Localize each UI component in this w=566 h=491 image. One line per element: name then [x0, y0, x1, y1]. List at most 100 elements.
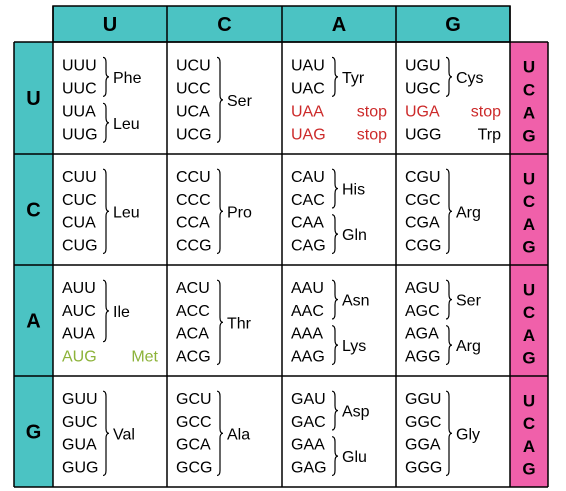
- third-position-letter: C: [523, 81, 535, 100]
- codon: GUC: [62, 414, 98, 431]
- codon-cell: ACU ACC ACA ACG Thr: [176, 279, 252, 366]
- start-label: Met: [131, 348, 158, 365]
- codon: UGU: [405, 57, 441, 74]
- stop-label: stop: [471, 103, 501, 120]
- amino-acid-label: Val: [113, 426, 135, 443]
- codon: AAA: [291, 326, 323, 343]
- codon-cell: AAU AAC AAA AAG Asn Lys: [291, 279, 370, 366]
- first-position-header: A: [26, 311, 40, 333]
- codon: GGG: [405, 459, 442, 476]
- codon: AGG: [405, 348, 441, 365]
- codon: CCU: [176, 169, 211, 186]
- amino-acid-label: Pro: [227, 204, 252, 221]
- codon: GCG: [176, 459, 212, 476]
- codon: CGU: [405, 169, 441, 186]
- brace: [331, 214, 339, 255]
- codon: UAA: [291, 103, 324, 120]
- amino-acid-label: Gln: [342, 227, 367, 244]
- brace: [331, 325, 339, 366]
- codon-cell: GUU GUC GUA GUG Val: [62, 390, 135, 477]
- codon: AUG: [62, 348, 97, 365]
- brace: [445, 168, 453, 255]
- third-position-letter: C: [523, 414, 535, 433]
- amino-acid-label: Tyr: [342, 70, 365, 87]
- second-position-header: G: [445, 14, 461, 36]
- codon: CAC: [291, 192, 325, 209]
- codon: CUC: [62, 192, 97, 209]
- amino-acid-label: Gly: [456, 426, 480, 443]
- codon: AGA: [405, 326, 439, 343]
- codon-cell: UCU UCC UCA UCG Ser: [176, 56, 253, 143]
- codon: GCU: [176, 391, 212, 408]
- codon-cell: GCU GCC GCA GCG Ala: [176, 390, 250, 477]
- third-position-letter: G: [522, 460, 535, 479]
- codon: GCC: [176, 414, 212, 431]
- amino-acid-label: Leu: [113, 116, 140, 133]
- third-position-letter: G: [522, 349, 535, 368]
- codon: GGC: [405, 414, 441, 431]
- third-position-letter: G: [522, 127, 535, 146]
- codon: CGC: [405, 192, 441, 209]
- codon: AGU: [405, 280, 440, 297]
- third-position-letter: U: [523, 391, 535, 410]
- brace: [216, 168, 224, 255]
- codon: UAC: [291, 80, 325, 97]
- third-position-letter: A: [523, 437, 535, 456]
- codon: UCC: [176, 80, 211, 97]
- codon: AUU: [62, 280, 96, 297]
- amino-acid-label: Phe: [113, 70, 142, 87]
- codon: UUG: [62, 126, 98, 143]
- brace: [216, 56, 224, 143]
- codon: UGC: [405, 80, 441, 97]
- codon: CCC: [176, 192, 211, 209]
- codon: GUU: [62, 391, 98, 408]
- codon: UGG: [405, 126, 441, 143]
- codon: ACU: [176, 280, 210, 297]
- codon-cell: CCU CCC CCA CCG Pro: [176, 168, 252, 255]
- amino-acid-label: Trp: [478, 126, 502, 143]
- codon: CUU: [62, 169, 97, 186]
- codon: UAG: [291, 126, 326, 143]
- codon: UGA: [405, 103, 440, 120]
- brace: [102, 390, 110, 477]
- codon: UAU: [291, 57, 325, 74]
- third-position-letter: G: [522, 238, 535, 257]
- brace: [331, 436, 339, 477]
- third-position-letter: A: [523, 104, 535, 123]
- codon-cell: AUU AUC AUA AUG Ile Met: [62, 279, 159, 365]
- second-position-header: C: [217, 14, 231, 36]
- grid-lines: [13, 5, 549, 488]
- codon: ACC: [176, 303, 210, 320]
- codon: AUA: [62, 326, 95, 343]
- amino-acid-label: Asn: [342, 293, 370, 310]
- codon-cell: CAU CAC CAA CAG His Gln: [291, 168, 367, 255]
- codon: UCA: [176, 103, 210, 120]
- brace: [216, 390, 224, 477]
- amino-acid-label: Ser: [227, 93, 253, 110]
- codon: GAU: [291, 391, 326, 408]
- third-position-letter: U: [523, 280, 535, 299]
- codon: CAU: [291, 169, 325, 186]
- amino-acid-label: Cys: [456, 70, 484, 87]
- codon: AAC: [291, 303, 324, 320]
- amino-acid-label: Thr: [227, 315, 252, 332]
- brace: [445, 390, 453, 477]
- amino-acid-label: Glu: [342, 449, 367, 466]
- codon: CGA: [405, 215, 440, 232]
- brace: [216, 279, 224, 366]
- third-position-letter: A: [523, 215, 535, 234]
- headers: U C A GUC A G: [26, 14, 461, 444]
- codon-cell: GGU GGC GGA GGG Gly: [405, 390, 480, 477]
- codon: GUA: [62, 437, 97, 454]
- codon: UUA: [62, 103, 96, 120]
- third-position-letter: U: [523, 169, 535, 188]
- codon: ACG: [176, 348, 211, 365]
- amino-acid-label: Ile: [113, 304, 130, 321]
- cells: UUUUUCUUAUUGPheLeuUCUUCCUCAUCGSerUAUUACU…: [62, 56, 502, 477]
- codon: CGG: [405, 237, 441, 254]
- codon: CAG: [291, 237, 326, 254]
- codon: UCG: [176, 126, 212, 143]
- first-position-header: C: [26, 200, 40, 222]
